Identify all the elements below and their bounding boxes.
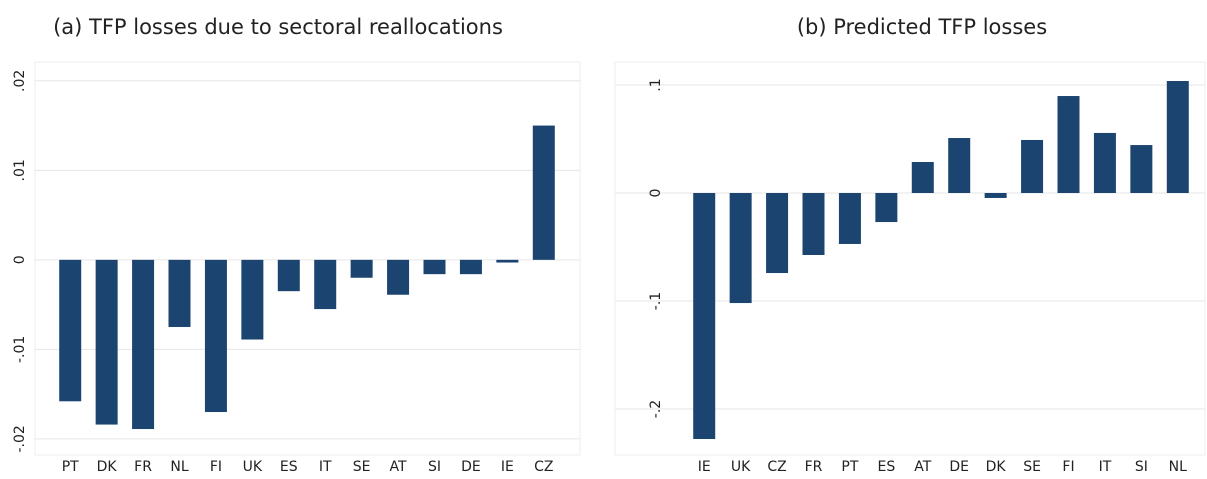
bar (95, 259, 118, 425)
x-tick-label: CZ (534, 459, 553, 475)
chart-title: (a) TFP losses due to sectoral reallocat… (53, 15, 503, 39)
y-tick-label: -.1 (648, 292, 664, 310)
x-tick-label: DE (461, 459, 481, 475)
bar (532, 125, 555, 260)
y-tick-label: .1 (648, 78, 664, 91)
x-tick-label: IE (501, 459, 514, 475)
y-tick-label: 0 (648, 189, 664, 198)
bar (693, 193, 716, 440)
x-tick-label: DK (986, 459, 1007, 475)
x-tick-label: AT (390, 459, 407, 475)
chart-title: (b) Predicted TFP losses (797, 15, 1047, 39)
bar (948, 138, 971, 193)
x-tick-label: FR (805, 459, 823, 475)
y-tick-label: 0 (12, 255, 28, 264)
bar (1093, 132, 1116, 193)
x-tick-label: SE (1023, 459, 1041, 475)
x-tick-label: CZ (767, 459, 786, 475)
x-tick-label: SI (1135, 459, 1148, 475)
x-tick-label: PT (841, 459, 858, 475)
y-tick-label: .02 (12, 70, 28, 92)
x-tick-label: SI (428, 459, 441, 475)
bar (387, 259, 410, 295)
x-tick-label: IT (1099, 459, 1112, 475)
bar (875, 193, 898, 223)
bar (1130, 145, 1153, 193)
x-tick-label: UK (731, 459, 751, 475)
x-tick-label: NL (170, 459, 188, 475)
bar (132, 259, 155, 430)
x-tick-label: IE (698, 459, 711, 475)
bar (277, 259, 300, 292)
bar (314, 259, 337, 310)
bar (1057, 96, 1080, 193)
x-tick-label: FI (210, 459, 222, 475)
y-tick-label: .01 (12, 159, 28, 181)
bar (459, 259, 482, 275)
bar (1166, 81, 1189, 193)
bar (496, 259, 519, 263)
bar (838, 193, 861, 244)
y-tick-label: -.01 (12, 336, 28, 363)
bar (1021, 139, 1044, 193)
x-tick-label: AT (914, 459, 931, 475)
bar (204, 259, 227, 413)
x-tick-label: FI (1062, 459, 1074, 475)
plot-frame (614, 61, 1206, 456)
x-tick-label: ES (877, 459, 895, 475)
plot-frame (34, 61, 581, 456)
y-tick-label: -.2 (648, 400, 664, 418)
bar (168, 259, 191, 327)
x-tick-label: IT (319, 459, 332, 475)
x-tick-label: DK (97, 459, 118, 475)
bar (729, 193, 752, 304)
x-tick-label: DE (949, 459, 969, 475)
bar (241, 259, 264, 340)
y-tick-label: -.02 (12, 425, 28, 452)
x-tick-label: NL (1169, 459, 1187, 475)
x-tick-label: SE (353, 459, 371, 475)
bar (766, 193, 789, 274)
x-tick-label: ES (280, 459, 298, 475)
x-tick-label: FR (134, 459, 152, 475)
bar (59, 259, 82, 402)
x-tick-label: UK (243, 459, 263, 475)
bar (350, 259, 373, 278)
bar (423, 259, 446, 275)
bar (984, 193, 1007, 198)
x-tick-label: PT (62, 459, 79, 475)
bar (802, 193, 825, 255)
bar (911, 162, 934, 193)
